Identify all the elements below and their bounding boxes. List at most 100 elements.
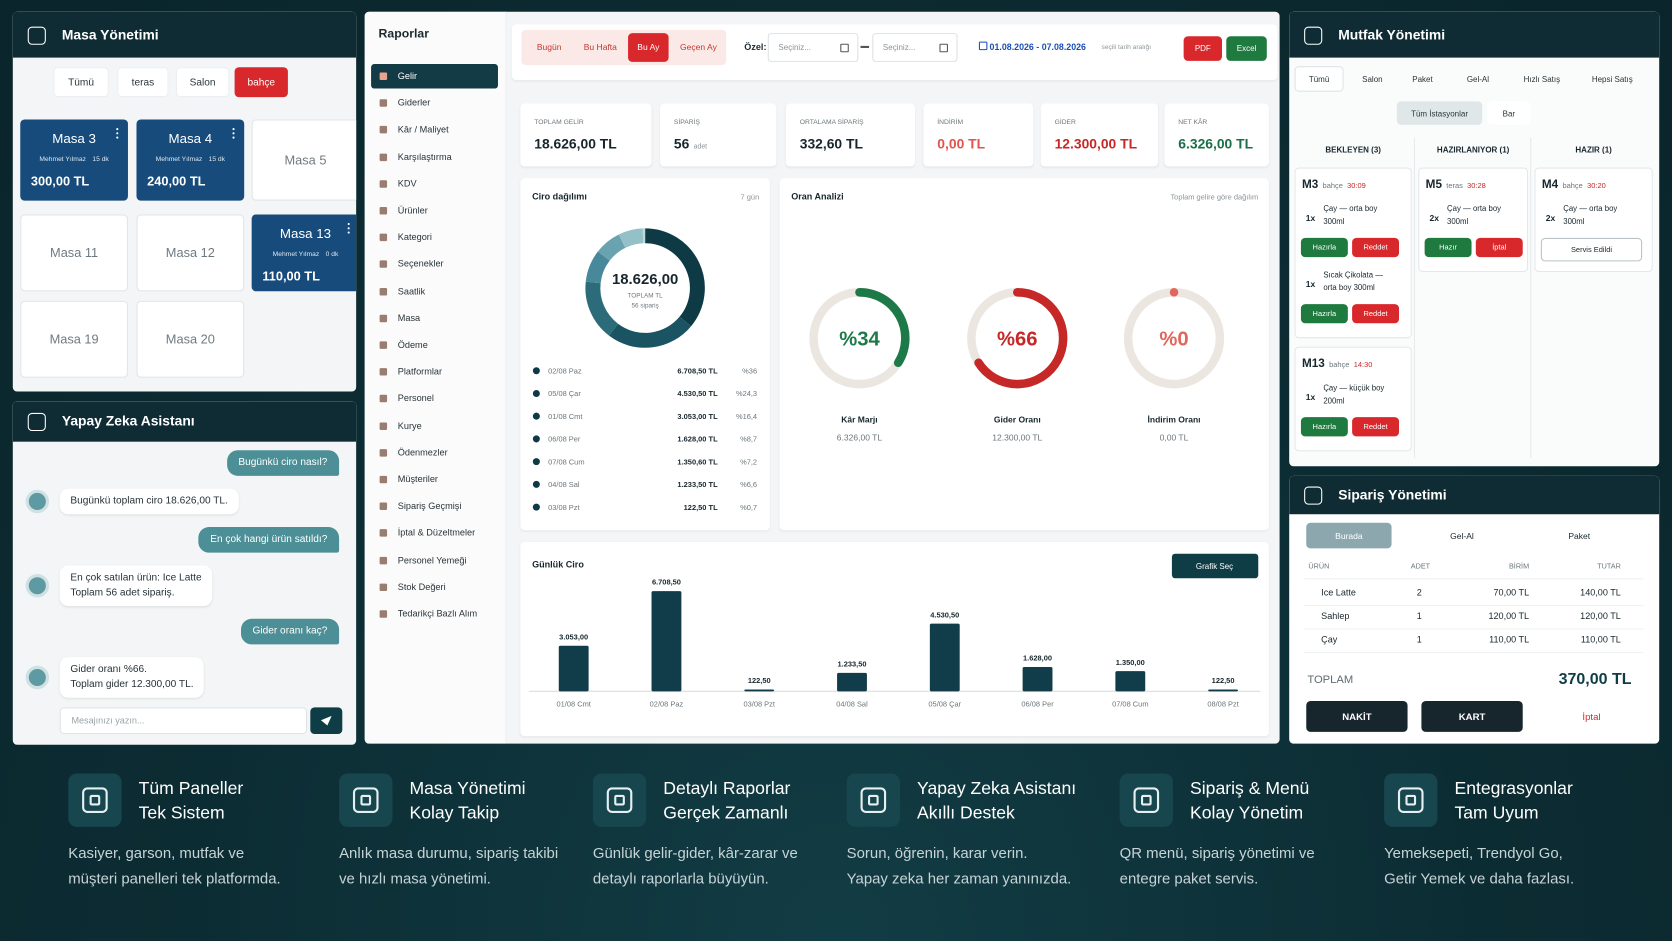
- legend-value: 1.350,60 TL: [677, 457, 718, 466]
- order-header: M4 bahçe 30:20: [1542, 178, 1650, 193]
- legend-value: 122,50 TL: [684, 503, 718, 512]
- report-menu-item[interactable]: Giderler: [371, 91, 498, 116]
- table-filter-tab[interactable]: teras: [117, 67, 169, 98]
- kitchen-tab[interactable]: Salon: [1362, 74, 1383, 84]
- icon-glyph-inner: [867, 794, 879, 806]
- kitchen-tab[interactable]: Hepsi Satış: [1591, 74, 1633, 84]
- feature-title: Tek Sistem: [138, 803, 225, 823]
- order-action[interactable]: Hazırla: [1300, 304, 1348, 324]
- order-type-tab[interactable]: Burada: [1306, 522, 1392, 549]
- report-menu-item[interactable]: Gelir: [371, 64, 498, 89]
- gauge-value: %0: [1159, 329, 1188, 351]
- order-action[interactable]: Hazırla: [1300, 237, 1348, 258]
- payment-button[interactable]: KART: [1421, 700, 1523, 732]
- kitchen-tab[interactable]: Hızlı Satış: [1523, 74, 1561, 84]
- kitchen-panel: Mutfak Yönetimi Tümü Salon Paket Gel-Al Hızlı…: [1289, 11, 1660, 467]
- feature-icon: [339, 773, 393, 827]
- report-menu-item[interactable]: Masa: [371, 306, 498, 331]
- icon-glyph: [1397, 787, 1424, 813]
- order-action[interactable]: Reddet: [1352, 304, 1400, 324]
- menu-dot: [347, 231, 351, 235]
- message-line: Bugünkü toplam ciro 18.626,00 TL.: [70, 495, 228, 507]
- period-button[interactable]: Bu Hafta: [583, 42, 617, 53]
- kitchen-tab[interactable]: Paket: [1412, 74, 1433, 84]
- chart-title: Oran Analizi: [791, 192, 843, 202]
- report-menu-item[interactable]: Personel Yemeği: [371, 548, 498, 573]
- kitchen-tab[interactable]: Tümü: [1294, 66, 1344, 92]
- report-menu-item[interactable]: Sipariş Geçmişi: [371, 494, 498, 519]
- report-menu-item[interactable]: Seçenekler: [371, 252, 498, 277]
- table-row: [1304, 608, 1644, 630]
- order-action[interactable]: Reddet: [1352, 237, 1400, 258]
- report-menu-item[interactable]: Karşılaştırma: [371, 145, 498, 170]
- order-action[interactable]: İptal: [1475, 237, 1523, 258]
- table-card[interactable]: Masa 5: [251, 119, 357, 201]
- chart-type-button[interactable]: Grafik Seç: [1171, 553, 1259, 579]
- bar: [651, 591, 682, 692]
- report-menu-item[interactable]: Saatlik: [371, 279, 498, 304]
- order-type-tab[interactable]: Gel-Al: [1409, 522, 1515, 549]
- table-card[interactable]: Masa 20: [136, 300, 245, 378]
- order-area: bahçe: [1322, 182, 1343, 190]
- date-input[interactable]: Seçiniz...: [872, 33, 958, 62]
- date-input[interactable]: Seçiniz...: [767, 33, 859, 62]
- table-name: Masa 5: [284, 152, 327, 168]
- report-menu-item[interactable]: Kategori: [371, 225, 498, 250]
- header-icon: [27, 412, 46, 432]
- donut-segment: [585, 251, 610, 284]
- report-menu-item[interactable]: Platformlar: [371, 360, 498, 385]
- order-time: 30:09: [1347, 182, 1366, 190]
- report-menu-item[interactable]: İptal & Düzeltmeler: [371, 521, 498, 546]
- send-button[interactable]: [310, 707, 343, 735]
- order-action[interactable]: Hazırla: [1300, 417, 1348, 437]
- order-action[interactable]: Reddet: [1352, 417, 1400, 437]
- report-menu-item[interactable]: Ürünler: [371, 198, 498, 223]
- payment-button[interactable]: NAKİT: [1306, 700, 1408, 732]
- table-card[interactable]: Masa 19: [20, 300, 128, 378]
- report-menu-item[interactable]: Personel: [371, 387, 498, 412]
- table-name: Masa 20: [165, 331, 215, 347]
- icon-glyph: [606, 787, 633, 813]
- feature-title: Gerçek Zamanlı: [663, 803, 789, 823]
- range-icon: [978, 41, 988, 51]
- order-action[interactable]: Hazır: [1424, 237, 1472, 258]
- legend-label: 06/08 Per: [548, 435, 581, 444]
- report-menu-item[interactable]: Ödeme: [371, 333, 498, 358]
- export-button[interactable]: PDF: [1183, 36, 1223, 61]
- table-card[interactable]: Masa 13 Mehmet Yılmaz 0 dk 110,00 TL: [251, 214, 357, 292]
- table-filter-tab[interactable]: bahçe: [234, 67, 288, 98]
- table-card[interactable]: Masa 4 Mehmet Yılmaz 15 dk 240,00 TL: [136, 119, 245, 201]
- chat-input[interactable]: Mesajınızı yazın...: [59, 707, 308, 735]
- export-button[interactable]: Excel: [1226, 36, 1267, 61]
- assistant-message: Gider oranı %66. Toplam gider 12.300,00 T…: [59, 657, 205, 698]
- chart-card: Oran Analizi Toplam gelire göre dağılım %3…: [779, 178, 1269, 531]
- table-filter-tab[interactable]: Tümü: [53, 67, 109, 98]
- table-card[interactable]: Masa 12: [136, 214, 245, 292]
- report-menu-item[interactable]: Müşteriler: [371, 467, 498, 492]
- kpi-label: NET KÂR: [1178, 118, 1208, 126]
- period-button[interactable]: Bugün: [536, 42, 562, 53]
- table-filter-tab[interactable]: Salon: [175, 67, 230, 98]
- table-card[interactable]: Masa 3 Mehmet Yılmaz 15 dk 300,00 TL: [20, 119, 128, 201]
- legend-dot: [532, 503, 540, 511]
- report-menu-item[interactable]: Ödenmezler: [371, 440, 498, 465]
- kitchen-tab[interactable]: Gel-Al: [1466, 74, 1490, 84]
- report-menu-item[interactable]: Tedarikçi Bazlı Alım: [371, 602, 498, 627]
- legend-percent: %7,2: [740, 457, 757, 466]
- payment-button[interactable]: İptal: [1540, 700, 1643, 732]
- period-button[interactable]: Geçen Ay: [680, 42, 717, 53]
- order-type-tab[interactable]: Paket: [1526, 522, 1632, 549]
- report-menu-item[interactable]: Kâr / Maliyet: [371, 118, 498, 143]
- report-menu-item[interactable]: Stok Değeri: [371, 575, 498, 600]
- period-button[interactable]: Bu Ay: [628, 33, 669, 62]
- report-menu-item[interactable]: KDV: [371, 172, 498, 197]
- kpi-number: 18.626,00 TL: [534, 135, 617, 152]
- order-action[interactable]: Servis Edildi: [1540, 237, 1643, 262]
- station-toggle[interactable]: Bar: [1487, 101, 1531, 125]
- report-menu-item[interactable]: Kurye: [371, 414, 498, 439]
- station-toggle[interactable]: Tüm İstasyonlar: [1396, 101, 1483, 125]
- menu-label: Personel: [397, 393, 434, 404]
- feature-title: Sipariş & Menü: [1190, 778, 1310, 799]
- bar: [558, 645, 589, 692]
- table-card[interactable]: Masa 11: [20, 214, 128, 292]
